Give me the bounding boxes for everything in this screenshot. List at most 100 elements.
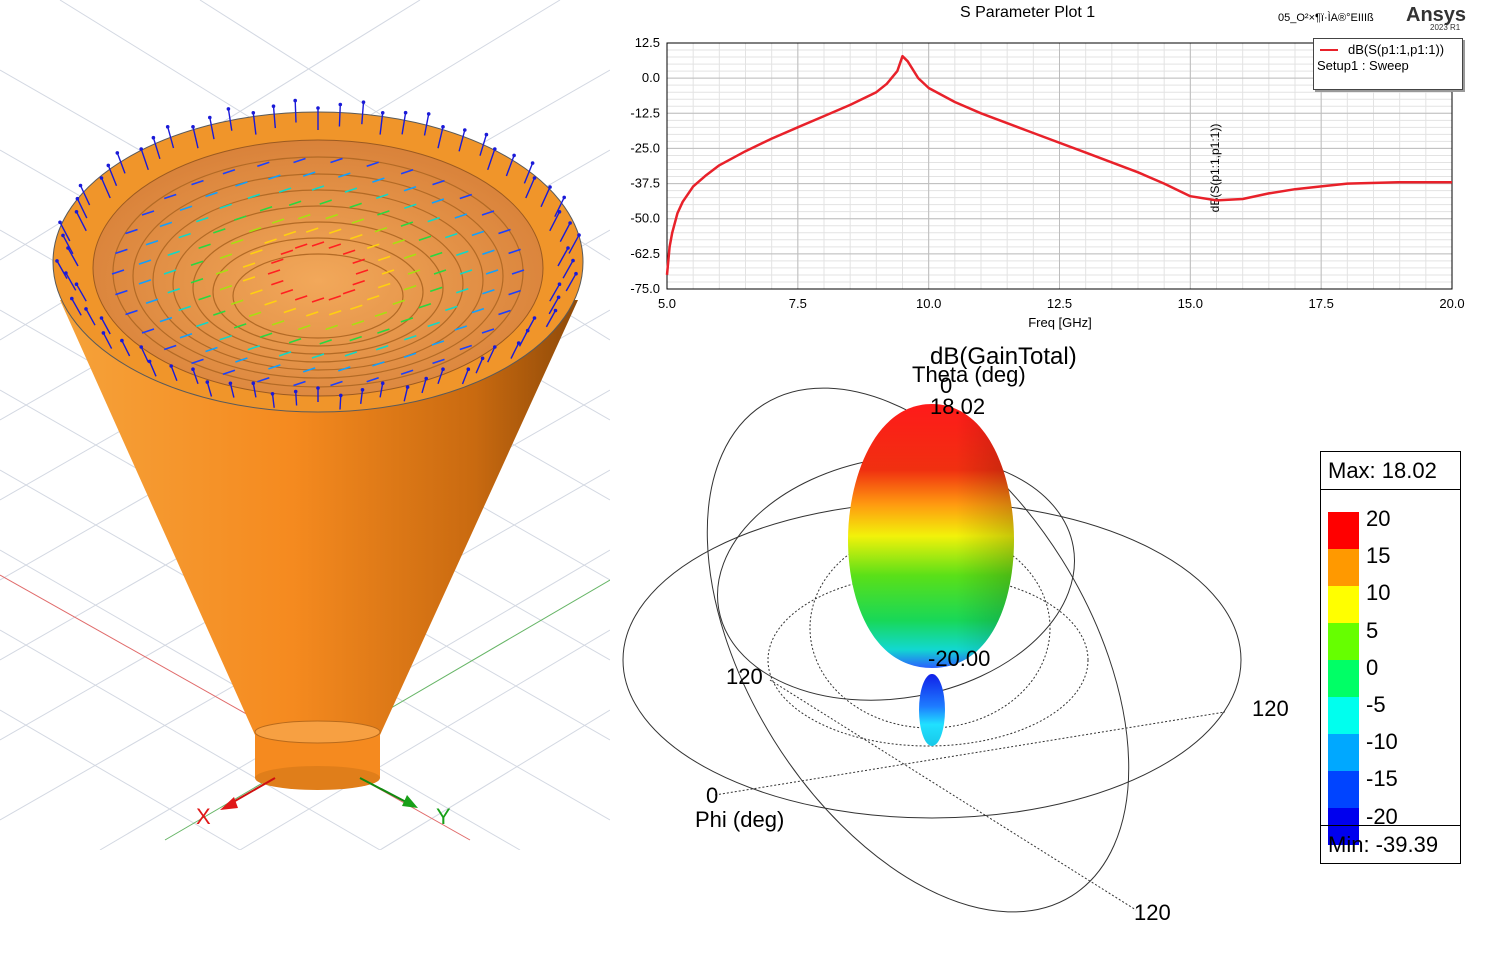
field-vector-head (516, 341, 521, 345)
field-vector (115, 248, 128, 255)
field-vector (377, 282, 391, 289)
field-vector-head (562, 195, 566, 200)
field-vector (375, 193, 389, 200)
field-vector (247, 193, 261, 200)
field-vector (459, 344, 473, 351)
field-vector (456, 250, 469, 257)
field-vector (418, 235, 432, 242)
field-vector (319, 199, 332, 205)
field-vector (508, 248, 521, 255)
field-vector-head (165, 125, 170, 129)
field-vector (213, 228, 226, 234)
field-vector-head (360, 388, 365, 392)
field-vector-head (147, 359, 152, 364)
field-vector (293, 157, 306, 164)
coordinate-triad: X Y (196, 777, 451, 829)
project-name: 05_O²×¶ï·ÌA®°EIIIß (1278, 12, 1374, 24)
axis-label-x: X (196, 804, 211, 829)
field-vector (401, 112, 407, 135)
field-vector (487, 346, 496, 363)
scale-level-label: -20 (1366, 803, 1398, 829)
field-vector (400, 221, 414, 227)
gain-color-scale[interactable]: Max: 18.02 20 15 10 5 0 -5 -10 -15 -20 Min: -39.… (1320, 451, 1461, 864)
scale-level-label: 0 (1366, 654, 1379, 680)
field-vector (298, 213, 311, 220)
field-vector (264, 238, 277, 244)
field-vector (339, 395, 342, 410)
field-vector-head (574, 271, 578, 276)
field-vector (230, 299, 244, 306)
field-vector (268, 174, 281, 180)
s11-trace[interactable] (665, 54, 1452, 276)
field-vector (562, 260, 574, 279)
x-tick-label: 20.0 (1439, 296, 1464, 311)
gain-pattern-3d[interactable]: dB(GainTotal) Theta (deg) 0 18.02 -20.00… (600, 340, 1300, 958)
field-vector (167, 250, 180, 257)
field-vector (125, 228, 138, 235)
series-line[interactable] (665, 54, 1452, 276)
field-vector (400, 168, 414, 175)
model-view-3d[interactable]: X Y (0, 0, 610, 850)
y-tick-label: 12.5 (635, 35, 660, 50)
field-vector (379, 383, 384, 398)
field-vector-head (191, 125, 195, 129)
field-vector (374, 311, 388, 318)
field-vector (271, 258, 284, 265)
field-vector-head (548, 185, 552, 189)
field-vector (140, 148, 149, 171)
field-vector (482, 249, 495, 256)
pattern-title: dB(GainTotal) (930, 343, 1077, 370)
field-vector (178, 305, 191, 312)
field-vector (148, 361, 157, 377)
field-vector (235, 357, 248, 363)
field-vector (400, 369, 414, 376)
field-vector (454, 325, 468, 331)
field-vector-head (293, 389, 298, 394)
field-vector (219, 285, 233, 291)
theta-zero-label: 0 (940, 373, 952, 398)
field-vector-head (84, 307, 88, 311)
field-vector (471, 230, 485, 237)
main-lobe[interactable] (848, 404, 1014, 668)
field-vector (190, 278, 204, 284)
theta-circle-tilted (706, 387, 1130, 913)
field-vector (205, 346, 218, 353)
field-vector-head (293, 98, 298, 103)
field-vector (366, 243, 380, 249)
field-vector (328, 295, 342, 301)
field-vector (233, 215, 247, 221)
x-tick-label: 17.5 (1309, 296, 1334, 311)
field-vector (280, 289, 294, 295)
field-vector-head (557, 282, 562, 287)
field-vector (271, 393, 275, 408)
field-vector (159, 221, 173, 228)
field-vector (433, 269, 447, 275)
field-vector-head (403, 110, 408, 115)
horn-antenna[interactable] (52, 111, 584, 790)
y-axis-label: dB(S(p1:1,p1:1)) (1208, 124, 1222, 213)
field-vector (75, 283, 87, 302)
field-vector (100, 317, 111, 335)
field-vector (271, 320, 285, 326)
x-tick-label: 7.5 (789, 296, 807, 311)
field-vector (206, 381, 213, 397)
field-vector-head (525, 328, 530, 333)
field-vector (374, 226, 388, 233)
x-axis-label: Freq [GHz] (1028, 315, 1092, 330)
trace-legend[interactable]: dB(S(p1:1,p1:1)) Setup1 : Sweep (1313, 38, 1463, 90)
field-vector-head (208, 115, 212, 120)
field-vector-head (115, 151, 120, 155)
s-parameter-plot[interactable]: 5.0 7.5 10.0 12.5 15.0 17.5 20.0 12.5 0.0 -12.5 -… (600, 0, 1490, 340)
field-vector (328, 309, 342, 316)
field-vector (352, 258, 365, 265)
field-vector (355, 269, 369, 275)
field-vector (431, 340, 445, 346)
field-vector (338, 366, 351, 372)
field-vector (366, 376, 379, 383)
field-vector (250, 249, 263, 255)
field-vector (278, 351, 292, 357)
field-vector (283, 230, 297, 237)
field-vector (192, 368, 199, 385)
field-vector (259, 205, 273, 212)
field-vector (295, 391, 298, 406)
